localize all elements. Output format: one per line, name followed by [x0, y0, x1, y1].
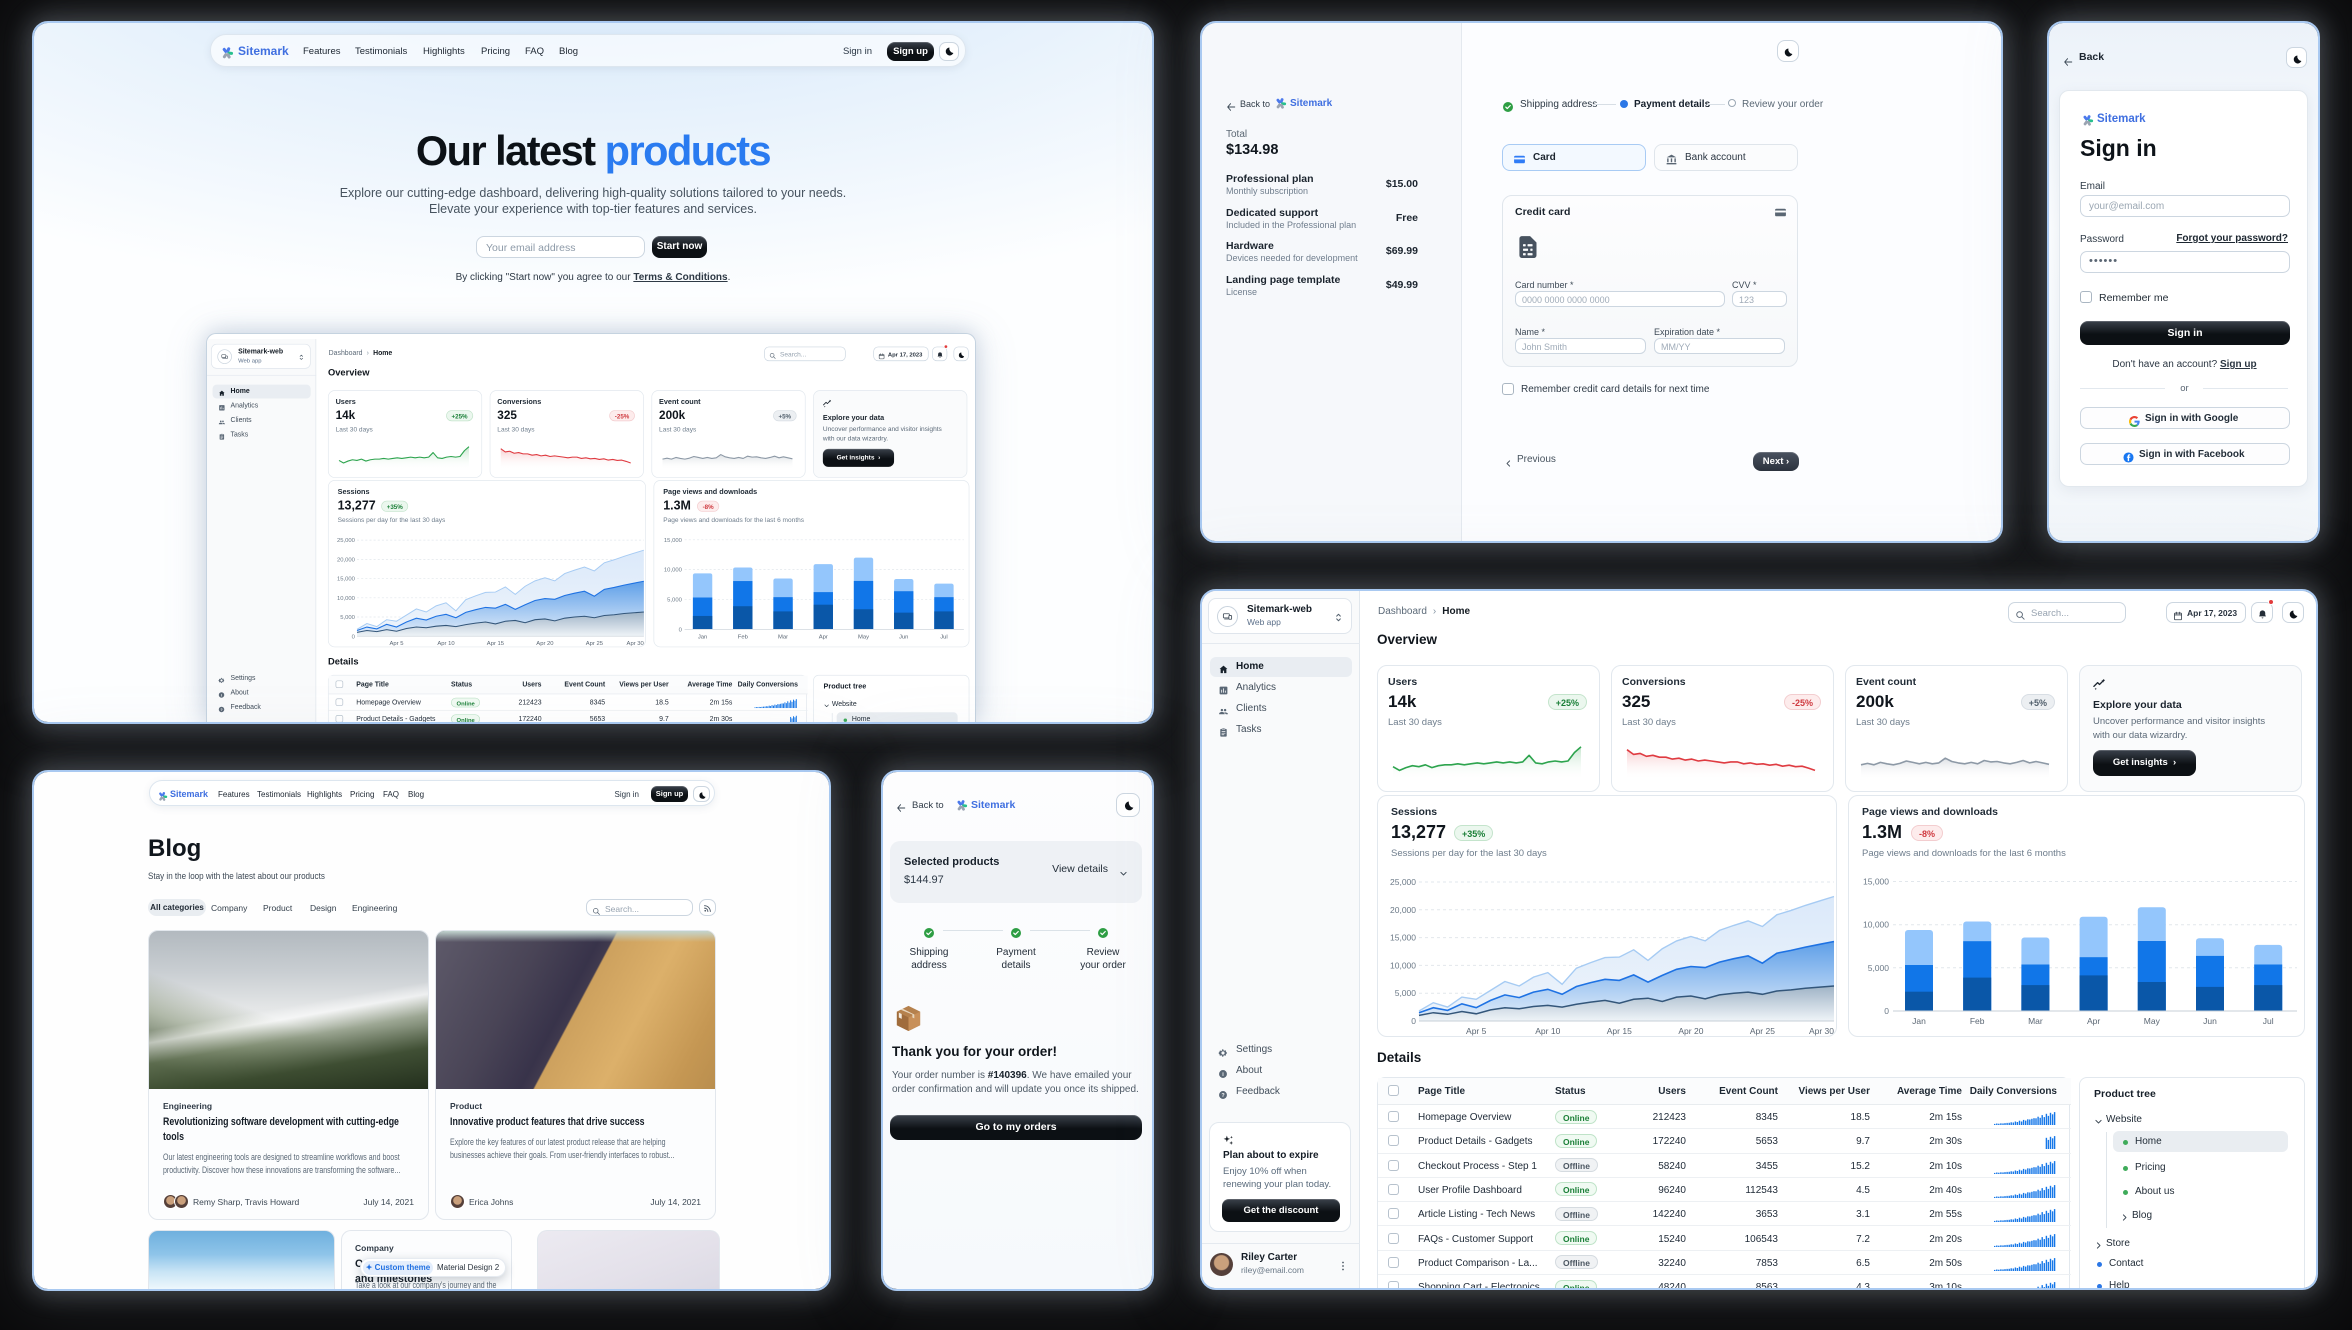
svg-text:0: 0 — [679, 627, 683, 633]
svg-text:Apr 25: Apr 25 — [586, 641, 604, 646]
svg-text:5,000: 5,000 — [1395, 988, 1417, 998]
svg-text:5,000: 5,000 — [1868, 963, 1890, 973]
svg-text:Jun: Jun — [899, 634, 908, 640]
svg-text:20,000: 20,000 — [1390, 905, 1416, 915]
svg-text:10,000: 10,000 — [1390, 960, 1416, 970]
svg-text:Apr 15: Apr 15 — [1607, 1026, 1632, 1036]
svg-text:15,000: 15,000 — [664, 538, 683, 544]
svg-text:0: 0 — [352, 634, 356, 640]
svg-text:?: ? — [1221, 1093, 1224, 1099]
svg-text:Apr: Apr — [819, 634, 828, 640]
svg-text:Feb: Feb — [738, 634, 749, 640]
svg-text:25,000: 25,000 — [337, 538, 356, 544]
svg-text:Feb: Feb — [1970, 1016, 1985, 1026]
svg-text:5,000: 5,000 — [340, 615, 355, 621]
svg-text:Jan: Jan — [1912, 1016, 1926, 1026]
svg-text:?: ? — [220, 708, 223, 712]
svg-text:Jul: Jul — [940, 634, 948, 640]
svg-text:5,000: 5,000 — [667, 598, 682, 604]
svg-text:Mar: Mar — [778, 634, 788, 640]
svg-text:20,000: 20,000 — [337, 557, 356, 563]
svg-text:15,000: 15,000 — [1390, 933, 1416, 943]
svg-text:Apr 10: Apr 10 — [1535, 1026, 1560, 1036]
svg-text:Apr 30: Apr 30 — [627, 641, 645, 646]
svg-text:May: May — [2144, 1016, 2161, 1026]
svg-text:0: 0 — [1884, 1006, 1889, 1016]
svg-text:10,000: 10,000 — [1863, 920, 1889, 930]
svg-text:May: May — [858, 634, 869, 640]
svg-text:0: 0 — [1411, 1016, 1416, 1026]
svg-text:Jul: Jul — [2263, 1016, 2274, 1026]
svg-text:Mar: Mar — [2028, 1016, 2043, 1026]
svg-text:Apr 10: Apr 10 — [437, 641, 455, 646]
svg-text:Apr 20: Apr 20 — [1678, 1026, 1703, 1036]
svg-text:i: i — [221, 693, 222, 697]
svg-text:Apr 15: Apr 15 — [487, 641, 505, 646]
svg-text:15,000: 15,000 — [337, 577, 356, 583]
svg-text:Apr 5: Apr 5 — [390, 641, 405, 646]
svg-text:Apr 25: Apr 25 — [1750, 1026, 1775, 1036]
svg-text:Apr: Apr — [2087, 1016, 2100, 1026]
svg-text:10,000: 10,000 — [337, 596, 356, 602]
svg-text:Jun: Jun — [2203, 1016, 2217, 1026]
svg-text:i: i — [1222, 1072, 1224, 1078]
svg-text:Apr 20: Apr 20 — [536, 641, 554, 646]
svg-text:Apr 30: Apr 30 — [1809, 1026, 1834, 1036]
svg-text:25,000: 25,000 — [1390, 877, 1416, 887]
svg-text:15,000: 15,000 — [1863, 877, 1889, 887]
svg-text:Jan: Jan — [698, 634, 707, 640]
svg-text:10,000: 10,000 — [664, 568, 683, 574]
svg-text:Apr 5: Apr 5 — [1466, 1026, 1487, 1036]
